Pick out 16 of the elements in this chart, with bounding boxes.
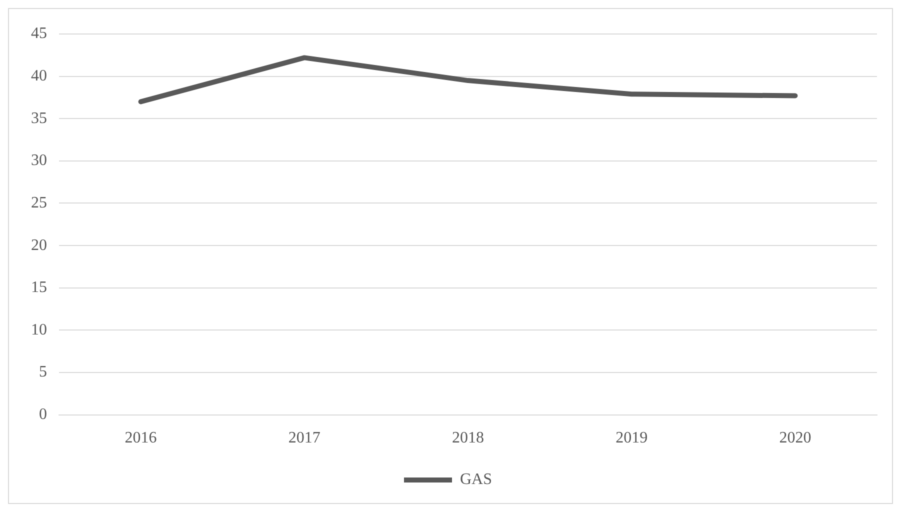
y-tick-label: 10 [31,321,47,338]
y-tick-label: 0 [39,406,47,424]
x-tick-label: 2017 [288,430,320,447]
y-tick-label: 25 [31,194,47,212]
y-tick-label: 30 [31,152,47,170]
y-tick-label: 5 [39,364,47,381]
x-tick-label: 2019 [616,430,648,447]
y-tick-label: 20 [31,236,47,254]
y-tick-label: 35 [31,110,47,127]
y-tick-label: 45 [31,25,47,42]
x-tick-label: 2018 [452,430,484,447]
x-tick-label: 2020 [779,430,812,447]
y-tick-label: 15 [31,279,47,296]
legend-label: GAS [460,471,492,488]
x-tick-label: 2016 [124,430,157,447]
y-tick-label: 40 [31,68,47,85]
